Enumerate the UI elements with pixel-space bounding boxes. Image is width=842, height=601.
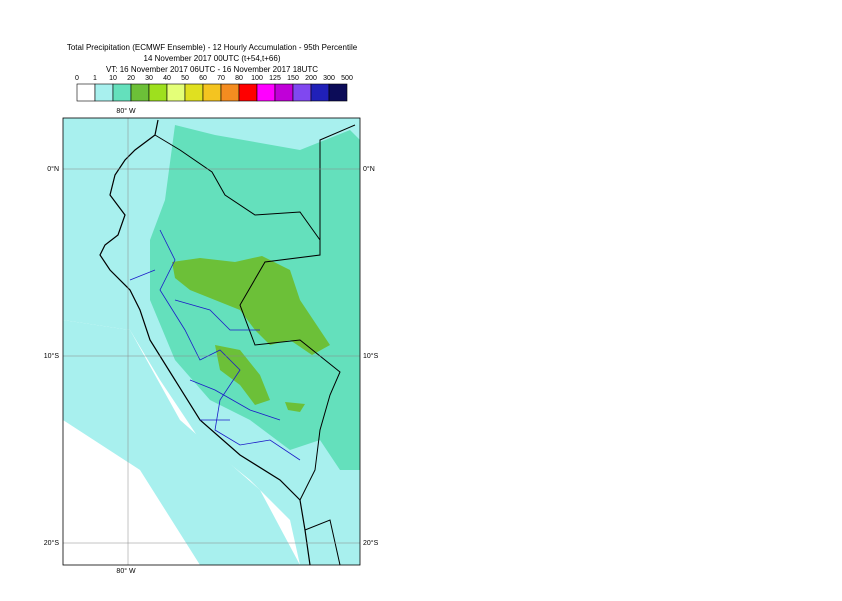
legend-label: 60 [199, 75, 207, 82]
legend-swatch [112, 83, 132, 102]
legend-label: 70 [217, 75, 225, 82]
precip-area [172, 256, 330, 355]
legend: 0 1 10 20 30 40 50 60 70 80 100 125 150 200 300 500 [75, 75, 353, 102]
legend-swatch [238, 83, 258, 102]
lat-label: 10°S [363, 352, 379, 360]
legend-label: 50 [181, 75, 189, 82]
precip-area [285, 402, 305, 412]
legend-label: 10 [109, 75, 117, 82]
map: 80° W 80° W 0°N 10°S 20°S 0°N 10°S 20°S [44, 107, 379, 575]
legend-swatch [76, 83, 96, 102]
legend-label: 200 [305, 75, 317, 82]
legend-swatch [148, 83, 168, 102]
border [154, 124, 356, 565]
lat-label: 10°S [44, 352, 60, 360]
precip-area [215, 345, 270, 405]
legend-swatch [274, 83, 294, 102]
legend-swatch [310, 83, 330, 102]
legend-label: 500 [341, 75, 353, 82]
lon-label: 80° W [116, 567, 136, 575]
title-line: 14 November 2017 00UTC (t+54,t+66) [144, 54, 281, 63]
lat-label: 0°N [363, 165, 375, 173]
map-frame [62, 117, 361, 566]
legend-label: 1 [93, 75, 97, 82]
lon-label: 80° W [116, 107, 136, 115]
legend-label: 0 [75, 75, 79, 82]
legend-label: 80 [235, 75, 243, 82]
lat-label: 20°S [44, 539, 60, 547]
legend-swatch [292, 83, 312, 102]
legend-swatch [94, 83, 114, 102]
legend-swatch [220, 83, 240, 102]
lat-label: 20°S [363, 539, 379, 547]
legend-swatch [166, 83, 186, 102]
precip-area [63, 320, 300, 565]
legend-swatch [202, 83, 222, 102]
legend-swatch [184, 83, 204, 102]
legend-swatch [256, 83, 276, 102]
legend-label: 300 [323, 75, 335, 82]
legend-label: 20 [127, 75, 135, 82]
legend-label: 150 [287, 75, 299, 82]
legend-label: 100 [251, 75, 263, 82]
legend-label: 125 [269, 75, 281, 82]
title-line: VT: 16 November 2017 06UTC - 16 November… [106, 65, 318, 74]
coastline [99, 119, 311, 565]
legend-label: 40 [163, 75, 171, 82]
legend-swatch [130, 83, 150, 102]
lat-label: 0°N [47, 165, 59, 173]
title-line: Total Precipitation (ECMWF Ensemble) - 1… [67, 43, 358, 52]
region-border [129, 229, 301, 461]
legend-swatch [328, 83, 348, 102]
legend-label: 30 [145, 75, 153, 82]
